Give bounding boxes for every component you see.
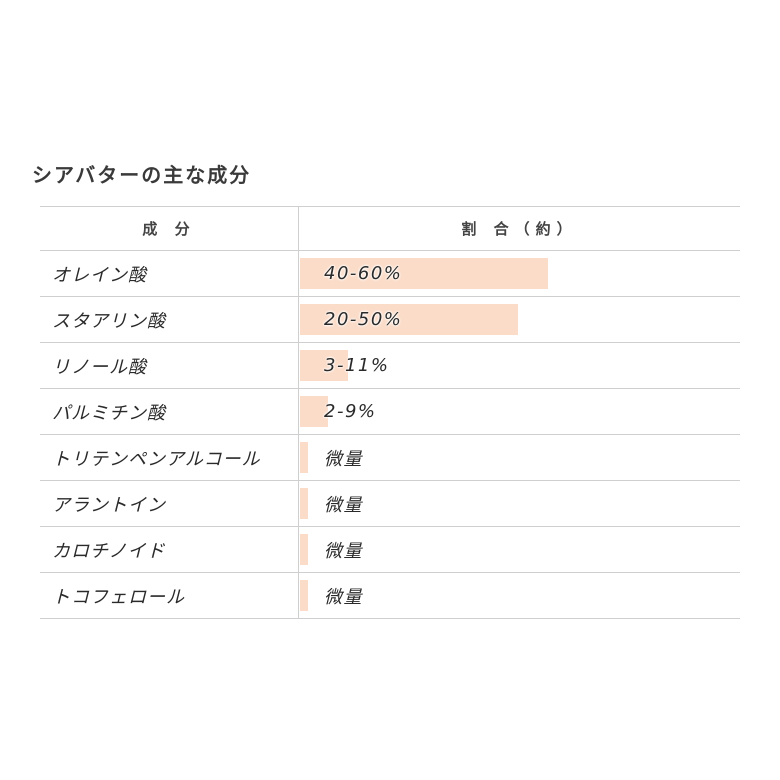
table-row: リノール酸 3-11%: [40, 343, 740, 389]
ratio-value: 20-50%: [324, 309, 403, 330]
ingredients-table: 成 分 割 合（約） オレイン酸 40-60% スタアリン酸 20-50% リノール酸 3…: [40, 206, 740, 619]
ratio-value: 微量: [324, 586, 363, 608]
ratio-bar: [300, 396, 328, 427]
ratio-value: 微量: [324, 448, 363, 470]
ratio-cell: 微量: [299, 435, 740, 480]
ratio-cell: 2-9%: [299, 389, 740, 434]
table-header-row: 成 分 割 合（約）: [40, 207, 740, 251]
table-row: パルミチン酸 2-9%: [40, 389, 740, 435]
ratio-cell: 微量: [299, 573, 740, 618]
ratio-value: 3-11%: [324, 355, 390, 376]
ingredient-name: スタアリン酸: [40, 297, 299, 342]
ratio-bar: [300, 258, 548, 289]
ratio-bar: [300, 350, 348, 381]
table-row: アラントイン 微量: [40, 481, 740, 527]
ingredient-name: パルミチン酸: [40, 389, 299, 434]
ingredient-name: アラントイン: [40, 481, 299, 526]
ratio-cell: 3-11%: [299, 343, 740, 388]
ingredient-name: トリテンペンアルコール: [40, 435, 299, 480]
ratio-bar: [300, 442, 308, 473]
table-row: オレイン酸 40-60%: [40, 251, 740, 297]
ratio-bar: [300, 580, 308, 611]
page-title: シアバターの主な成分: [32, 163, 252, 187]
ratio-cell: 20-50%: [299, 297, 740, 342]
ratio-cell: 微量: [299, 527, 740, 572]
table-row: カロチノイド 微量: [40, 527, 740, 573]
table-row: トリテンペンアルコール 微量: [40, 435, 740, 481]
table-row: トコフェロール 微量: [40, 573, 740, 619]
table-row: スタアリン酸 20-50%: [40, 297, 740, 343]
ratio-bar: [300, 534, 308, 565]
ingredient-name: カロチノイド: [40, 527, 299, 572]
ratio-value: 40-60%: [324, 263, 403, 284]
ingredient-name: トコフェロール: [40, 573, 299, 618]
ratio-value: 微量: [324, 540, 363, 562]
ratio-value: 2-9%: [324, 401, 377, 422]
ratio-bar: [300, 488, 308, 519]
ingredient-name: オレイン酸: [40, 251, 299, 296]
header-ratio: 割 合（約）: [461, 220, 578, 238]
ratio-cell: 微量: [299, 481, 740, 526]
ratio-value: 微量: [324, 494, 363, 516]
ingredient-name: リノール酸: [40, 343, 299, 388]
ratio-bar: [300, 304, 518, 335]
header-ingredient: 成 分: [40, 207, 299, 250]
ratio-cell: 40-60%: [299, 251, 740, 296]
